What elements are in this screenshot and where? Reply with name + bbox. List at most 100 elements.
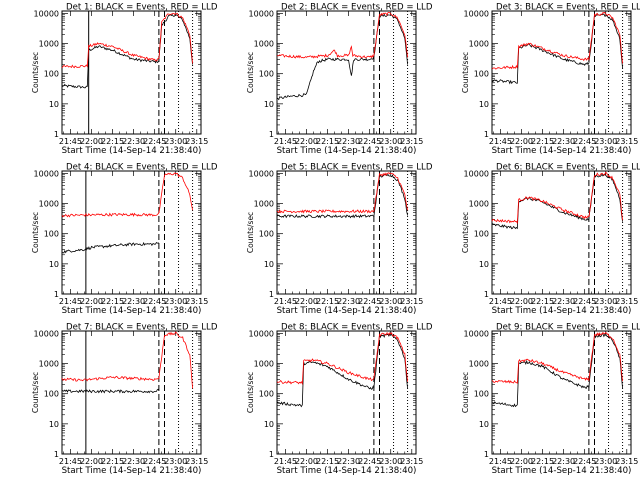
y-tick-label: 100 — [44, 70, 59, 79]
panel-title: Det 9: BLACK = Events, RED = LLD — [496, 323, 640, 333]
plot-frame — [491, 330, 632, 455]
y-tick-label: 100 — [474, 70, 489, 79]
series-line-events — [61, 388, 160, 394]
x-tick-label: 23:15 — [185, 297, 208, 306]
x-tick-label: 21:45 — [274, 457, 297, 466]
x-tick-label: 22:15 — [316, 457, 339, 466]
x-tick-label: 23:15 — [615, 297, 638, 306]
x-tick-label: 22:30 — [337, 297, 360, 306]
panel-det-8: Det 8: BLACK = Events, RED = LLD 1 10 100 10… — [246, 323, 433, 477]
y-tick-label: 1 — [54, 450, 59, 459]
y-tick-label: 100 — [474, 390, 489, 399]
panel-det-2: Det 2: BLACK = Events, RED = LLD 1 10 100 10… — [246, 3, 433, 157]
x-tick-label: 22:30 — [552, 137, 575, 146]
x-tick-label: 23:00 — [164, 137, 187, 146]
y-tick-label: 10000 — [464, 169, 489, 178]
x-tick-label: 23:00 — [379, 457, 402, 466]
x-tick-label: 22:45 — [358, 297, 381, 306]
y-tick-label: 10 — [479, 260, 489, 269]
x-axis-label: Start Time (14-Sep-14 21:38:40) — [62, 146, 202, 156]
x-tick-label: 22:45 — [143, 137, 166, 146]
x-tick-label: 23:15 — [400, 297, 423, 306]
y-tick-label: 10000 — [249, 169, 274, 178]
y-axis-label: Counts/sec — [31, 372, 40, 413]
x-tick-label: 23:00 — [594, 297, 617, 306]
x-tick-label: 22:15 — [531, 137, 554, 146]
x-tick-label: 23:15 — [615, 137, 638, 146]
x-axis-label: Start Time (14-Sep-14 21:38:40) — [492, 306, 632, 316]
series-line-events — [61, 13, 193, 89]
x-tick-label: 22:00 — [510, 297, 533, 306]
x-axis-label: Start Time (14-Sep-14 21:38:40) — [492, 146, 632, 156]
series-line-events — [491, 13, 623, 85]
y-tick-label: 10000 — [34, 329, 59, 338]
y-tick-label: 1000 — [254, 40, 274, 49]
x-axis-label: Start Time (14-Sep-14 21:38:40) — [277, 306, 417, 316]
x-tick-label: 22:15 — [316, 137, 339, 146]
panel-title: Det 1: BLACK = Events, RED = LLD — [66, 3, 218, 13]
x-tick-label: 23:00 — [379, 137, 402, 146]
x-tick-label: 22:30 — [337, 137, 360, 146]
y-tick-label: 10000 — [249, 9, 274, 18]
x-tick-label: 22:45 — [573, 297, 596, 306]
y-tick-label: 100 — [259, 390, 274, 399]
y-tick-label: 10000 — [464, 329, 489, 338]
panel-det-7: Det 7: BLACK = Events, RED = LLD 1 10 100 10… — [31, 323, 218, 477]
y-tick-label: 1000 — [254, 200, 274, 209]
x-tick-label: 22:00 — [295, 297, 318, 306]
x-tick-label: 22:00 — [510, 457, 533, 466]
x-tick-label: 21:45 — [59, 137, 82, 146]
series-line-events — [276, 173, 408, 219]
x-tick-label: 22:45 — [573, 457, 596, 466]
plot-frame — [276, 330, 417, 455]
y-tick-label: 1 — [484, 450, 489, 459]
y-tick-label: 1000 — [469, 360, 489, 369]
series-line-lld — [61, 331, 193, 389]
series-line-lld — [61, 172, 193, 218]
x-tick-label: 21:45 — [59, 457, 82, 466]
series-line-lld — [276, 172, 408, 214]
panel-title: Det 8: BLACK = Events, RED = LLD — [281, 323, 433, 333]
series-line-lld — [491, 171, 623, 225]
y-tick-label: 10 — [49, 260, 59, 269]
x-tick-label: 22:00 — [510, 137, 533, 146]
y-tick-label: 1 — [269, 450, 274, 459]
x-tick-label: 23:15 — [400, 457, 423, 466]
y-tick-label: 1000 — [469, 40, 489, 49]
plot-frame — [61, 330, 202, 455]
x-tick-label: 22:45 — [143, 297, 166, 306]
y-tick-label: 1 — [54, 130, 59, 139]
x-tick-label: 21:45 — [489, 137, 512, 146]
x-tick-label: 23:15 — [615, 457, 638, 466]
x-tick-label: 22:15 — [101, 137, 124, 146]
y-tick-label: 10000 — [34, 9, 59, 18]
panel-title: Det 6: BLACK = Events, RED = LLD — [496, 163, 640, 173]
y-tick-label: 10 — [49, 420, 59, 429]
x-tick-label: 22:30 — [122, 457, 145, 466]
x-tick-label: 22:45 — [143, 457, 166, 466]
x-axis-label: Start Time (14-Sep-14 21:38:40) — [277, 146, 417, 156]
y-tick-label: 10 — [264, 260, 274, 269]
series-line-events — [61, 241, 160, 254]
y-tick-label: 10 — [264, 420, 274, 429]
panel-det-4: Det 4: BLACK = Events, RED = LLD 1 10 100 10… — [31, 163, 218, 317]
series-line-lld — [491, 331, 623, 384]
x-tick-label: 22:15 — [531, 457, 554, 466]
series-line-events — [491, 173, 623, 230]
y-tick-label: 100 — [474, 230, 489, 239]
y-tick-label: 100 — [259, 230, 274, 239]
panel-det-3: Det 3: BLACK = Events, RED = LLD 1 10 100 10… — [461, 3, 640, 157]
x-tick-label: 22:45 — [358, 457, 381, 466]
y-axis-label: Counts/sec — [246, 52, 255, 93]
y-tick-label: 1000 — [469, 200, 489, 209]
series-line-lld — [276, 332, 408, 386]
x-tick-label: 21:45 — [59, 297, 82, 306]
y-axis-label: Counts/sec — [461, 372, 470, 413]
x-tick-label: 22:45 — [573, 137, 596, 146]
y-axis-label: Counts/sec — [246, 212, 255, 253]
x-tick-label: 23:15 — [185, 457, 208, 466]
plot-frame — [491, 10, 632, 135]
plot-frame — [491, 170, 632, 295]
y-tick-label: 10 — [479, 100, 489, 109]
